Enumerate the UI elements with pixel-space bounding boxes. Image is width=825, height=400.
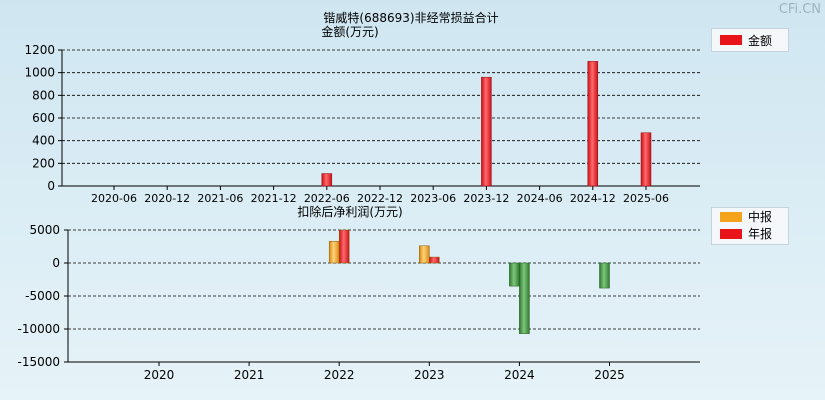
bottom-x-tick-label: 2023: [414, 368, 445, 382]
legend-swatch-annual: [720, 228, 742, 239]
top-bar: [587, 61, 599, 187]
legend-label-interim: 中报: [748, 210, 773, 224]
top-x-tick-label: 2022-12: [357, 192, 403, 205]
bottom-bar: [328, 240, 340, 264]
top-x-tick-label: 2020-06: [91, 192, 137, 205]
top-x-tick-label: 2023-12: [463, 192, 509, 205]
bottom-y-tick-label: -15000: [17, 355, 60, 369]
legend-swatch-amount: [720, 35, 742, 45]
bottom-x-tick-label: 2025: [594, 368, 625, 382]
bottom-y-tick-label: -5000: [25, 289, 60, 303]
top-bar: [321, 173, 333, 187]
top-y-axis-label: 金额(万元): [321, 24, 378, 39]
bottom-bar: [599, 262, 610, 289]
legend-swatch-interim: [720, 211, 742, 222]
top-y-tick-label: 800: [32, 88, 55, 102]
legend-label-amount: 金额: [748, 33, 773, 48]
bottom-bar: [338, 229, 350, 264]
top-y-tick-label: 400: [32, 134, 55, 148]
top-x-tick-label: 2025-06: [623, 192, 669, 205]
legend-bottom: 中报 年报: [711, 207, 789, 245]
watermark: CFi.CN: [778, 2, 821, 17]
top-y-tick-label: 1200: [24, 43, 55, 57]
bottom-bar: [419, 245, 430, 264]
top-x-tick-label: 2021-06: [197, 192, 243, 205]
legend-item-interim: 中报: [712, 208, 788, 225]
top-y-tick-label: 200: [32, 156, 55, 170]
bottom-y-axis-label: 扣除后净利润(万元): [297, 204, 402, 219]
top-x-tick-label: 2023-06: [410, 192, 456, 205]
top-y-tick-label: 1000: [24, 66, 55, 80]
legend-top: 金额: [711, 28, 789, 52]
top-bar: [640, 132, 652, 187]
top-x-tick-label: 2024-12: [570, 192, 616, 205]
bottom-bar: [509, 262, 520, 287]
bottom-y-tick-label: -10000: [17, 322, 60, 336]
bottom-bar: [429, 256, 440, 264]
top-bar: [481, 76, 492, 187]
bottom-x-tick-label: 2022: [324, 368, 355, 382]
bottom-x-tick-label: 2021: [234, 368, 265, 382]
legend-item-annual: 年报: [712, 225, 788, 242]
bottom-x-tick-label: 2024: [504, 368, 535, 382]
top-x-tick-label: 2021-12: [251, 192, 297, 205]
bottom-y-tick-label: 5000: [29, 223, 60, 237]
bottom-y-tick-label: 0: [52, 256, 60, 270]
top-x-tick-label: 2020-12: [144, 192, 190, 205]
bottom-bar: [519, 262, 530, 334]
bottom-x-tick-label: 2020: [144, 368, 175, 382]
legend-label-annual: 年报: [748, 227, 773, 241]
top-y-tick-label: 600: [32, 111, 55, 125]
top-x-tick-label: 2024-06: [517, 192, 563, 205]
top-x-tick-label: 2022-06: [304, 192, 350, 205]
legend-item-amount: 金额: [712, 29, 788, 51]
chart-title: 锴威特(688693)非经常损益合计: [323, 10, 498, 25]
top-y-tick-label: 0: [47, 179, 55, 193]
